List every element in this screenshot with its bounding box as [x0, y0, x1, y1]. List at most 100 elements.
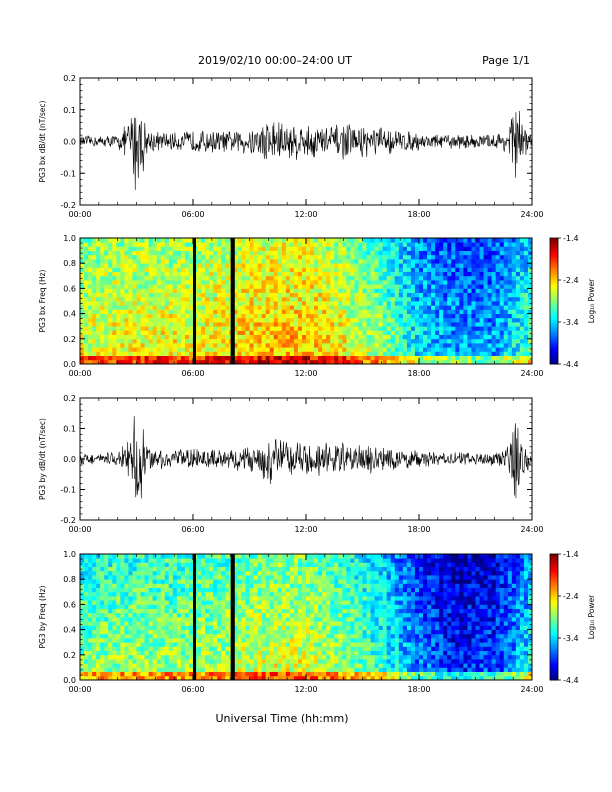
spectrogram-cell — [213, 359, 218, 365]
spectrogram-cell — [221, 558, 226, 563]
spectrogram-cell — [241, 246, 246, 251]
spectrogram-cell — [205, 579, 210, 584]
spectrogram-cell — [330, 334, 335, 340]
spectrogram-cell — [382, 284, 388, 289]
spectrogram-cell — [104, 246, 109, 251]
spectrogram-cell — [176, 558, 182, 563]
spectrogram-cell — [188, 583, 194, 588]
spectrogram-cell — [455, 305, 460, 310]
spectrogram-cell — [152, 650, 158, 656]
spectrogram-cell — [168, 583, 174, 588]
spectrogram-cell — [487, 242, 493, 247]
spectrogram-cell — [80, 238, 85, 243]
spectrogram-cell — [241, 338, 246, 344]
spectrogram-cell — [209, 575, 214, 580]
spectrogram-cell — [495, 242, 501, 247]
colorbar-step — [550, 292, 558, 296]
spectrogram-cell — [148, 343, 154, 348]
spectrogram-cell — [100, 343, 105, 348]
spectrogram-cell — [515, 288, 521, 293]
spectrogram-cell — [394, 259, 400, 264]
spectrogram-cell — [293, 254, 299, 260]
spectrogram-cell — [176, 654, 182, 660]
spectrogram-cell — [136, 301, 141, 306]
spectrogram-cell — [358, 334, 363, 340]
spectrogram-cell — [84, 654, 89, 660]
spectrogram-cell — [427, 322, 432, 327]
spectrogram-cell — [217, 659, 222, 664]
spectrogram-cell — [184, 338, 190, 344]
spectrogram-cell — [136, 646, 141, 651]
spectrogram-cell — [322, 359, 327, 365]
spectrogram-cell — [273, 334, 279, 340]
spectrogram-cell — [306, 351, 311, 356]
spectrogram-cell — [124, 313, 129, 319]
spectrogram-cell — [197, 650, 202, 656]
spectrogram-cell — [100, 326, 105, 331]
spectrogram-cell — [100, 334, 105, 340]
spectrogram-cell — [261, 322, 267, 327]
spectrogram-cell — [471, 288, 476, 293]
spectrogram-cell — [213, 338, 218, 344]
spectrogram-cell — [124, 296, 129, 302]
spectrogram-cell — [84, 263, 89, 268]
spectrogram-cell — [318, 322, 323, 327]
data-gap-bar — [193, 238, 196, 364]
spectrogram-cell — [100, 246, 105, 251]
spectrogram-cell — [483, 351, 489, 356]
spectrogram-cell — [511, 347, 517, 352]
spectrogram-cell — [277, 280, 283, 285]
spectrogram-cell — [116, 305, 121, 310]
spectrogram-cell — [96, 587, 101, 593]
spectrogram-cell — [406, 246, 412, 251]
spectrogram-cell — [491, 355, 497, 361]
spectrogram-cell — [112, 612, 117, 618]
spectrogram-cell — [112, 587, 117, 593]
spectrogram-cell — [205, 642, 210, 647]
spectrogram-cell — [213, 587, 218, 593]
spectrogram-cell — [217, 250, 222, 256]
spectrogram-cell — [370, 246, 376, 251]
spectrogram-cell — [168, 242, 174, 247]
spectrogram-cell — [237, 343, 242, 348]
spectrogram-cell — [447, 338, 452, 344]
spectrogram-cell — [96, 625, 101, 630]
spectrogram-cell — [431, 309, 436, 314]
spectrogram-cell — [80, 654, 85, 660]
spectrogram-cell — [277, 246, 283, 251]
spectrogram-cell — [475, 347, 480, 352]
spectrogram-cell — [217, 359, 222, 365]
spectrogram-cell — [273, 326, 279, 331]
spectrogram-cell — [112, 629, 117, 635]
spectrogram-cell — [257, 254, 263, 260]
spectrogram-cell — [168, 288, 174, 293]
spectrogram-cell — [144, 642, 150, 647]
spectrogram-cell — [225, 338, 230, 344]
spectrogram-cell — [96, 330, 101, 335]
spectrogram-cell — [132, 633, 137, 639]
spectrogram-cell — [124, 347, 129, 352]
spectrogram-cell — [176, 280, 182, 285]
spectrogram-cell — [209, 292, 214, 298]
spectrogram-cell — [261, 242, 267, 247]
spectrogram-cell — [306, 330, 311, 335]
spectrogram-cell — [168, 347, 174, 352]
spectrogram-cell — [120, 596, 125, 601]
spectrogram-cell — [253, 280, 258, 285]
spectrogram-cell — [334, 238, 339, 243]
spectrogram-cell — [467, 288, 472, 293]
spectrogram-cell — [84, 663, 89, 668]
spectrogram-cell — [188, 288, 194, 293]
spectrogram-cell — [495, 322, 501, 327]
spectrogram-cell — [180, 317, 186, 323]
spectrogram-cell — [80, 330, 85, 335]
colorbar-frame — [549, 237, 559, 365]
colorbar-step — [550, 351, 558, 354]
spectrogram-cell — [144, 659, 150, 664]
spectrogram-cell — [257, 246, 263, 251]
spectrogram-cell — [152, 280, 158, 285]
spectrogram-cell — [475, 263, 480, 268]
spectrogram-cell — [314, 271, 319, 277]
spectrogram-cell — [427, 326, 432, 331]
spectrogram-cell — [217, 591, 222, 597]
